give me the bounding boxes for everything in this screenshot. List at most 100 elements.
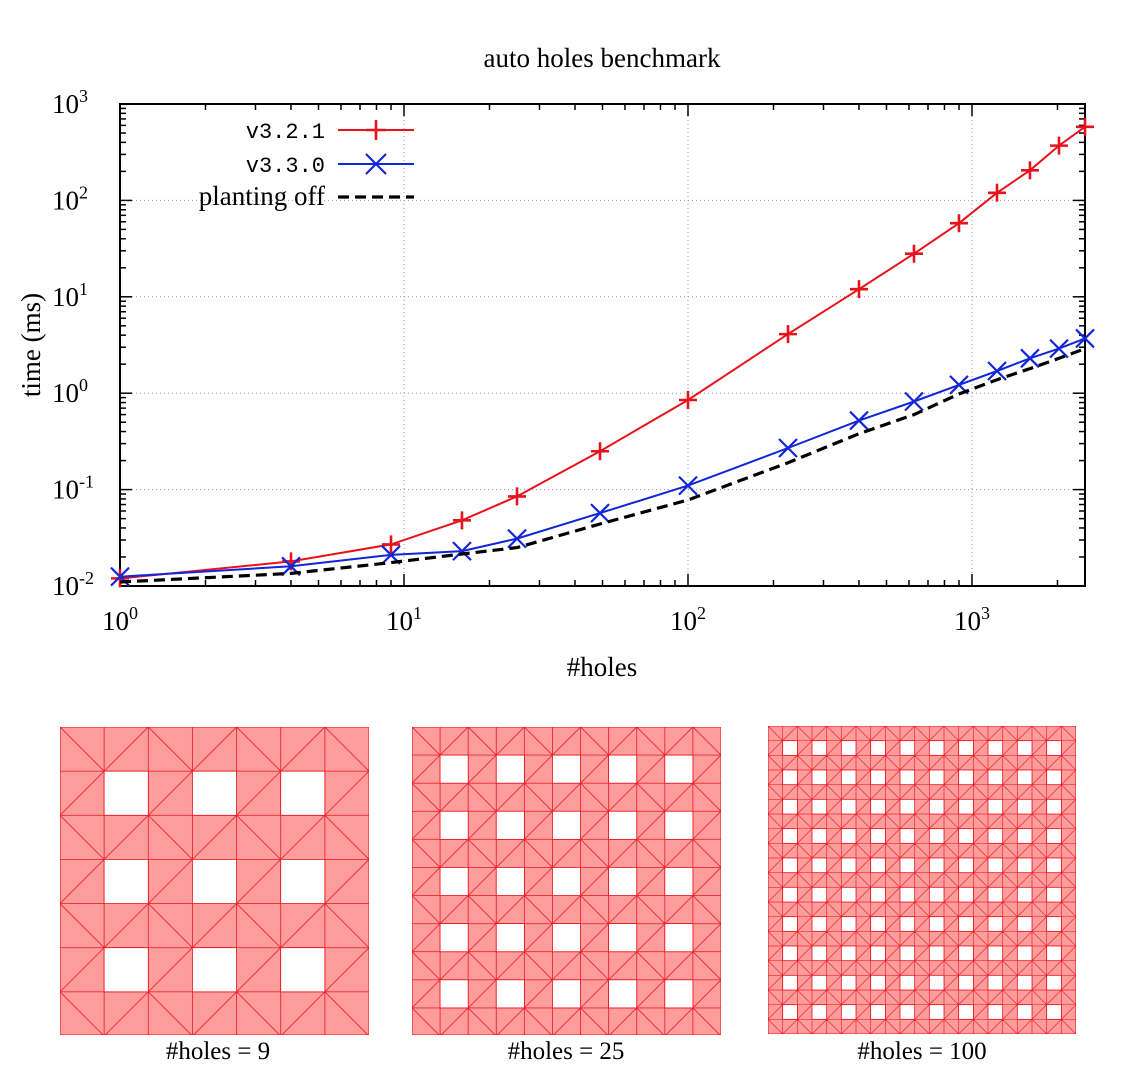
mesh-hole [928,974,945,991]
data-point-plus [849,280,868,299]
panel-caption: #holes = 100 [857,1038,987,1065]
mesh-hole [782,740,798,756]
mesh-hole [608,923,638,953]
mesh-hole [1016,886,1033,903]
mesh-hole [1046,945,1062,962]
mesh-hole [1016,945,1033,962]
mesh-hole [664,810,694,840]
mesh-hole [280,947,326,993]
mesh-hole [1046,740,1062,756]
data-point-plus [111,569,129,588]
y-tick-label: 103 [52,86,88,119]
mesh-hole [1046,886,1062,903]
mesh-hole [928,857,945,874]
series-line [119,337,1086,578]
mesh-hole [664,979,694,1009]
legend-label: planting off [199,181,325,211]
mesh-edges [768,726,1076,1034]
mesh-hole [840,916,857,932]
mesh-hole [495,923,525,953]
mesh-hole [899,798,916,815]
mesh-hole [811,828,828,844]
mesh-hole [958,974,974,991]
mesh-hole [552,923,581,953]
mesh-hole [552,810,581,840]
mesh-hole [552,867,581,896]
mesh-hole [840,828,857,844]
mesh-hole [987,945,1004,962]
data-point-plus [382,535,401,554]
mesh-hole [958,1004,974,1020]
mesh-hole [664,867,694,896]
data-point-plus [1020,161,1039,180]
mesh-panel [60,727,369,1035]
mesh-hole [1046,798,1062,815]
mesh-hole [958,916,974,932]
mesh-hole [899,916,916,932]
mesh-hole [899,945,916,962]
mesh-hole [870,857,886,874]
mesh-hole [870,916,886,932]
mesh-hole [439,923,469,953]
x-tick-label: 100 [102,603,138,636]
mesh-hole [899,769,916,786]
mesh-hole [840,857,857,874]
panel-caption: #holes = 25 [507,1038,625,1065]
mesh-hole [1016,916,1033,932]
mesh-hole [782,857,798,874]
mesh-hole [928,916,945,932]
data-point-plus [452,511,471,530]
mesh-hole [103,947,149,993]
mesh-hole [1046,769,1062,786]
mesh-hole [987,740,1004,756]
mesh-hole [811,769,828,786]
mesh-hole [811,740,828,756]
legend-entry: v3.3.0 [246,153,414,179]
mesh-hole [439,810,469,840]
mesh-hole [899,974,916,991]
mesh-hole [958,828,974,844]
mesh-hole [1046,974,1062,991]
mesh-hole [495,754,525,784]
mesh-hole [608,754,638,784]
mesh-hole [987,886,1004,903]
mesh-hole [928,945,945,962]
mesh-hole [439,979,469,1009]
mesh-hole [782,828,798,844]
x-tick-label: 103 [954,603,990,636]
mesh-hole [782,886,798,903]
mesh-hole [608,810,638,840]
legend-entry: planting off [199,181,414,211]
mesh-hole [928,1004,945,1020]
mesh-panel [768,726,1076,1034]
mesh-hole [987,798,1004,815]
data-point-cross [904,391,924,412]
data-point-plus [591,442,610,461]
data-point-cross [365,153,387,175]
data-point-cross [1075,328,1095,349]
mesh-hole [870,886,886,903]
mesh-hole [439,754,469,784]
mesh-hole [958,769,974,786]
mesh-hole [899,1004,916,1020]
mesh-hole [987,769,1004,786]
data-point-cross [678,475,698,496]
mesh-hole [552,754,581,784]
mesh-hole [664,923,694,953]
y-axis-label: time (ms) [16,293,46,397]
mesh-hole [958,945,974,962]
legend-entry: v3.2.1 [246,120,414,145]
data-point-cross [778,438,798,458]
series-planting-off [119,347,1086,584]
mesh-hole [1016,1004,1033,1020]
mesh-hole [870,828,886,844]
mesh-hole [840,1004,857,1020]
mesh-hole [928,798,945,815]
y-tick-label: 100 [52,375,88,408]
mesh-hole [987,916,1004,932]
mesh-hole [1016,974,1033,991]
mesh-hole [782,769,798,786]
data-point-cross [849,410,869,431]
mesh-hole [552,979,581,1009]
